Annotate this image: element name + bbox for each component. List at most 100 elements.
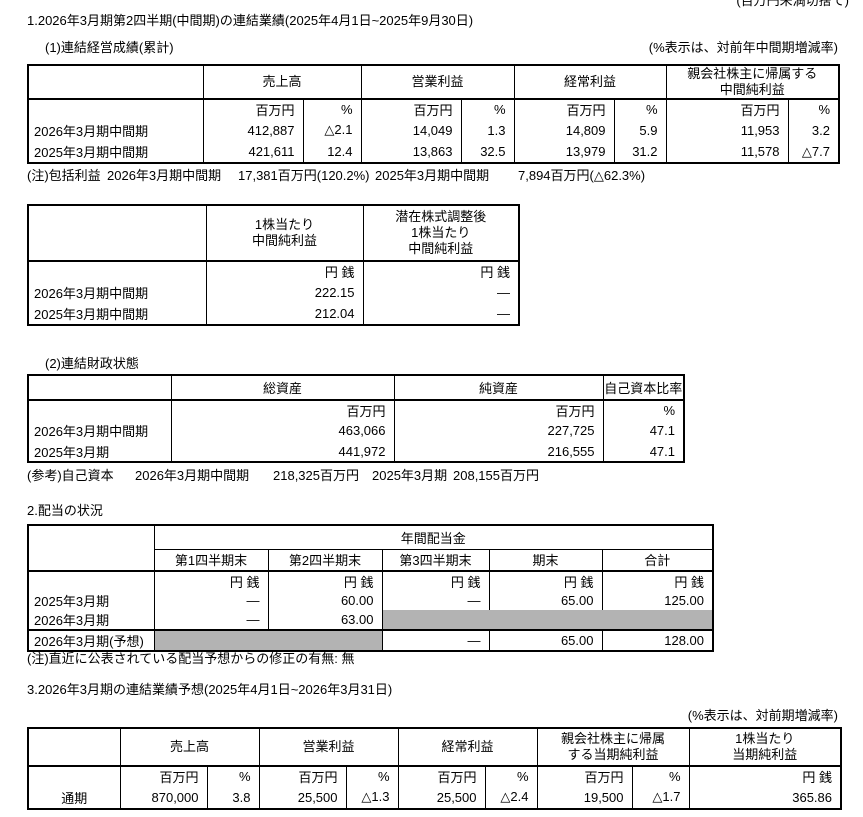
- column-header: 合計: [601, 548, 714, 572]
- value-cell: 441,972: [170, 441, 395, 462]
- row-label: 2025年3月期中間期: [27, 303, 207, 325]
- value-cell: △2.4: [484, 786, 538, 809]
- per-share-income-table: 1株当たり 中間純利益 潜在株式調整後 1株当たり 中間純利益 円 銭 円 銭 …: [27, 204, 520, 326]
- column-header-label: 売上高: [262, 74, 302, 89]
- table-row: 2026年3月期(予想) ― 65.00 128.00: [27, 629, 714, 651]
- unit-cell: 円 銭: [267, 571, 383, 591]
- value-cell: 5.9: [613, 119, 667, 141]
- unit-cell: 円 銭: [688, 766, 842, 786]
- table-header-row: 年間配当金: [27, 524, 714, 572]
- column-header-label: 親会社株主に帰属する: [687, 66, 818, 81]
- column-header: 第1四半期末: [153, 548, 269, 572]
- note-value: 17,381百万円(120.2%): [238, 168, 370, 183]
- percent-note-annual: (%表示は、対前期増減率): [687, 708, 838, 723]
- table-header-row: 総資産 純資産 自己資本比率: [27, 374, 685, 401]
- row-label: [27, 261, 207, 281]
- value-cell: 19,500: [536, 786, 633, 809]
- value-cell: 412,887: [202, 119, 304, 141]
- unit-cell: %: [206, 766, 260, 786]
- table-row: 2026年3月期中間期 463,066 227,725 47.1: [27, 420, 685, 441]
- value-cell: 421,611: [202, 141, 304, 163]
- value-cell: 25,500: [397, 786, 486, 809]
- unit-row: 百万円 % 百万円 % 百万円 % 百万円 % 円 銭: [27, 766, 842, 786]
- value-cell: ―: [381, 629, 490, 651]
- value-cell: 47.1: [602, 420, 685, 441]
- column-header: 純資産: [393, 374, 604, 401]
- row-label: 2026年3月期中間期: [27, 119, 204, 141]
- unit-cell: %: [302, 99, 362, 119]
- row-label: 通期: [27, 786, 121, 809]
- value-cell: ―: [153, 591, 269, 610]
- note-value: 218,325百万円: [273, 468, 359, 483]
- table-header-row: 売上高 営業利益 経常利益 親会社株主に帰属 する当期純利益 1株当たり 当期純…: [27, 727, 842, 767]
- value-cell: ―: [362, 281, 520, 303]
- unit-cell: 百万円: [119, 766, 208, 786]
- row-label: [27, 766, 121, 786]
- unit-cell: %: [602, 400, 685, 420]
- na-cell: [381, 610, 714, 630]
- row-label: 2025年3月期: [27, 591, 155, 610]
- forecast-table: 売上高 営業利益 経常利益 親会社株主に帰属 する当期純利益 1株当たり 当期純…: [27, 727, 842, 810]
- unit-cell: 百万円: [393, 400, 604, 420]
- column-header-label: 営業利益: [302, 739, 355, 754]
- value-cell: 125.00: [601, 591, 714, 610]
- value-cell: 463,066: [170, 420, 395, 441]
- corner-cell: [27, 204, 207, 262]
- table-row: 2025年3月期中間期 421,611 12.4 13,863 32.5 13,…: [27, 141, 840, 163]
- corner-cell: [27, 524, 155, 572]
- value-cell: 13,979: [513, 141, 615, 163]
- row-label: 2025年3月期: [27, 441, 172, 462]
- column-header-label: 売上高: [169, 739, 209, 754]
- row-label: 2026年3月期: [27, 610, 155, 630]
- value-cell: 13,863: [360, 141, 462, 163]
- na-cell: [153, 629, 383, 651]
- value-cell: △2.1: [302, 119, 362, 141]
- column-header: 期末: [488, 548, 603, 572]
- row-label: 2026年3月期中間期: [27, 281, 207, 303]
- table-row: 2026年3月期中間期 222.15 ―: [27, 281, 520, 303]
- note-prefix: (参考)自己資本: [27, 468, 114, 483]
- column-header-label: 中間純利益: [251, 233, 317, 248]
- percent-note-interim: (%表示は、対前年中間期増減率): [648, 40, 838, 55]
- unit-cell: %: [631, 766, 690, 786]
- unit-cell: 百万円: [513, 99, 615, 119]
- unit-cell: %: [345, 766, 399, 786]
- row-label: [27, 400, 172, 420]
- dividends-table: 年間配当金 第1四半期末 第2四半期末 第3四半期末 期末 合計 円 銭 円 銭…: [27, 524, 714, 652]
- column-header-label: 中間純利益: [719, 82, 785, 97]
- column-header-label: 中間純利益: [408, 241, 474, 256]
- unit-row: 百万円 % 百万円 % 百万円 % 百万円 %: [27, 99, 840, 119]
- column-header-label: 1株当たり: [411, 225, 471, 240]
- note-value: 208,155百万円: [453, 468, 539, 483]
- table-row: 通期 870,000 3.8 25,500 △1.3 25,500 △2.4 1…: [27, 786, 842, 809]
- value-cell: △7.7: [787, 141, 840, 163]
- subsection1-2-title: (2)連結財政状態: [45, 356, 139, 371]
- unit-cell: 百万円: [202, 99, 304, 119]
- value-cell: 11,578: [665, 141, 789, 163]
- column-header-label: 当期純利益: [732, 747, 798, 762]
- row-label: [27, 571, 155, 591]
- value-cell: ―: [362, 303, 520, 325]
- table-header-row: 第1四半期末 第2四半期末 第3四半期末 期末 合計: [28, 548, 714, 572]
- value-cell: 870,000: [119, 786, 208, 809]
- column-header-label: 経常利益: [563, 74, 616, 89]
- annual-dividend-header: 年間配当金: [153, 524, 714, 550]
- table-row: 2026年3月期 ― 63.00: [27, 610, 714, 630]
- column-header: 営業利益: [360, 64, 515, 100]
- note-period-label: 2025年3月期中間期: [375, 168, 490, 183]
- unit-cell: 百万円: [397, 766, 486, 786]
- unit-cell: 百万円: [170, 400, 395, 420]
- unit-cell: 円 銭: [205, 261, 364, 281]
- table-header-row: 1株当たり 中間純利益 潜在株式調整後 1株当たり 中間純利益: [27, 204, 520, 262]
- value-cell: 25,500: [258, 786, 347, 809]
- unit-cell: 円 銭: [488, 571, 603, 591]
- unit-cell: 百万円: [258, 766, 347, 786]
- unit-row: 円 銭 円 銭: [27, 261, 520, 281]
- column-header: 経常利益: [513, 64, 667, 100]
- row-label: [27, 99, 204, 119]
- value-cell: 65.00: [488, 629, 603, 651]
- value-cell: 365.86: [688, 786, 842, 809]
- equity-reference-note: (参考)自己資本 2026年3月期中間期 218,325百万円 2025年3月期…: [27, 468, 847, 484]
- column-header: 1株当たり 当期純利益: [688, 727, 842, 767]
